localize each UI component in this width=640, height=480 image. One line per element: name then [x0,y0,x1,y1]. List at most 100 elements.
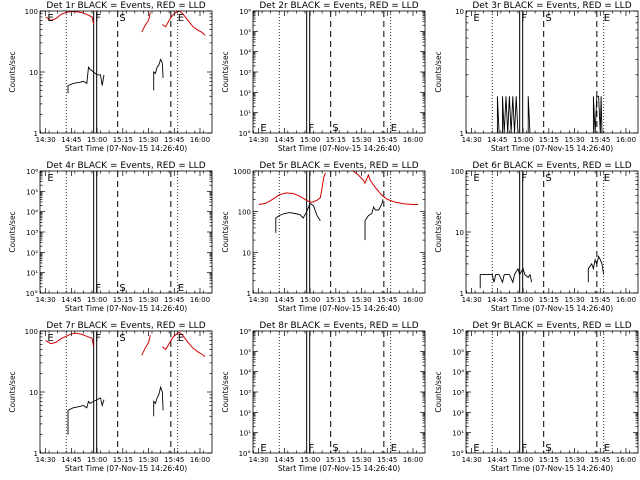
event-marker-label: E [47,333,53,344]
x-tick-label: 15:15 [539,136,559,144]
x-tick-label: 15:45 [377,296,397,304]
y-tick-label: 10⁵ [26,188,38,196]
y-tick-label: 10² [239,409,251,417]
event-marker-label: E [260,443,266,454]
y-tick-label: 10⁴ [239,49,251,57]
y-axis-label: Counts/sec [221,371,230,412]
x-tick-label: 15:00 [513,456,533,464]
event-marker-label: F [95,13,101,24]
panel-det-3r: Det 3r BLACK = Events, RED = LLD Counts/s… [434,1,639,153]
event-marker-label: E [178,13,184,24]
event-marker-label: F [521,173,527,184]
event-marker-label: E [473,13,479,24]
x-tick-label: 15:15 [113,456,133,464]
y-tick-label: 10⁴ [239,369,251,377]
panel-det-2r: Det 2r BLACK = Events, RED = LLD Counts/s… [221,1,426,153]
y-tick-label: 10 [455,229,464,237]
plot-frame [39,170,213,294]
y-tick-label: 10° [239,450,251,458]
y-tick-label: 10⁶ [452,328,464,336]
x-tick-label: 15:45 [590,456,610,464]
event-marker-label: E [178,333,184,344]
x-tick-label: 15:15 [326,296,346,304]
x-axis-label: Start Time (07-Nov-15 14:26:40) [491,464,613,473]
x-tick-label: 15:45 [164,456,184,464]
x-tick-label: 15:30 [564,456,584,464]
y-tick-label: 10² [452,409,464,417]
panel-title: Det 9r BLACK = Events, RED = LLD [472,321,631,331]
event-marker-label: E [391,443,397,454]
y-tick-label: 100 [25,8,38,16]
y-tick-label: 10³ [452,389,464,397]
y-tick-label: 10³ [239,389,251,397]
y-axis-label: Counts/sec [434,371,443,412]
y-tick-label: 10 [242,249,251,257]
y-tick-label: 1000 [233,168,251,176]
event-marker-label: E [178,283,184,294]
x-tick-label: 15:00 [513,136,533,144]
x-tick-label: 14:45 [487,296,507,304]
x-tick-label: 14:45 [487,136,507,144]
plot-frame [252,330,426,454]
x-tick-label: 15:45 [164,296,184,304]
x-tick-label: 15:30 [564,136,584,144]
x-axis-label: Start Time (07-Nov-15 14:26:40) [278,144,400,153]
y-tick-label: 10³ [239,69,251,77]
y-axis-label: Counts/sec [8,211,17,252]
y-tick-label: 1 [34,450,38,458]
x-tick-label: 14:45 [274,296,294,304]
x-tick-label: 16:00 [190,296,210,304]
x-tick-label: 14:30 [462,296,482,304]
y-axis-label: Counts/sec [434,51,443,92]
y-tick-label: 10⁶ [239,328,251,336]
x-tick-label: 16:00 [403,136,423,144]
x-tick-label: 14:45 [274,136,294,144]
y-tick-label: 1 [460,130,464,138]
x-tick-label: 14:30 [462,136,482,144]
plot-frame [252,170,426,294]
event-marker-label: E [47,173,53,184]
x-tick-label: 15:30 [138,296,158,304]
x-tick-label: 15:30 [138,456,158,464]
x-tick-label: 16:00 [616,456,636,464]
x-axis-label: Start Time (07-Nov-15 14:26:40) [65,464,187,473]
events-series-line [479,254,605,289]
y-tick-label: 10° [239,130,251,138]
event-marker-label: E [604,13,610,24]
plot-frame [465,10,639,134]
plot-frame [252,10,426,134]
event-marker-label: S [545,173,551,184]
x-tick-label: 15:30 [564,296,584,304]
x-tick-label: 15:15 [113,136,133,144]
y-tick-label: 10⁶ [26,168,38,176]
panel-title: Det 7r BLACK = Events, RED = LLD [46,321,205,331]
y-tick-label: 10¹ [239,110,251,118]
x-tick-label: 15:00 [300,136,320,144]
x-tick-label: 15:45 [590,136,610,144]
plot-frame [465,330,639,454]
event-marker-label: F [521,443,527,454]
event-marker-label: E [47,13,53,24]
x-tick-label: 14:30 [249,296,269,304]
x-tick-label: 15:00 [87,456,107,464]
x-tick-label: 16:00 [403,456,423,464]
x-tick-label: 15:30 [351,136,371,144]
x-tick-label: 16:00 [190,456,210,464]
lld-series-line [258,170,419,205]
y-tick-label: 10¹ [26,270,38,278]
x-tick-label: 14:30 [249,456,269,464]
y-tick-label: 10² [26,249,38,257]
plot-frame [39,330,213,454]
x-tick-label: 14:30 [249,136,269,144]
x-tick-label: 14:30 [36,456,56,464]
y-tick-label: 10¹ [452,430,464,438]
x-tick-label: 14:45 [61,456,81,464]
panel-title: Det 4r BLACK = Events, RED = LLD [46,161,205,171]
y-tick-label: 10 [455,8,464,16]
y-axis-label: Counts/sec [8,51,17,92]
plot-frame [39,10,213,134]
x-tick-label: 15:00 [87,296,107,304]
events-series-line [67,58,164,94]
panel-det-1r: Det 1r BLACK = Events, RED = LLD Counts/s… [8,1,213,153]
